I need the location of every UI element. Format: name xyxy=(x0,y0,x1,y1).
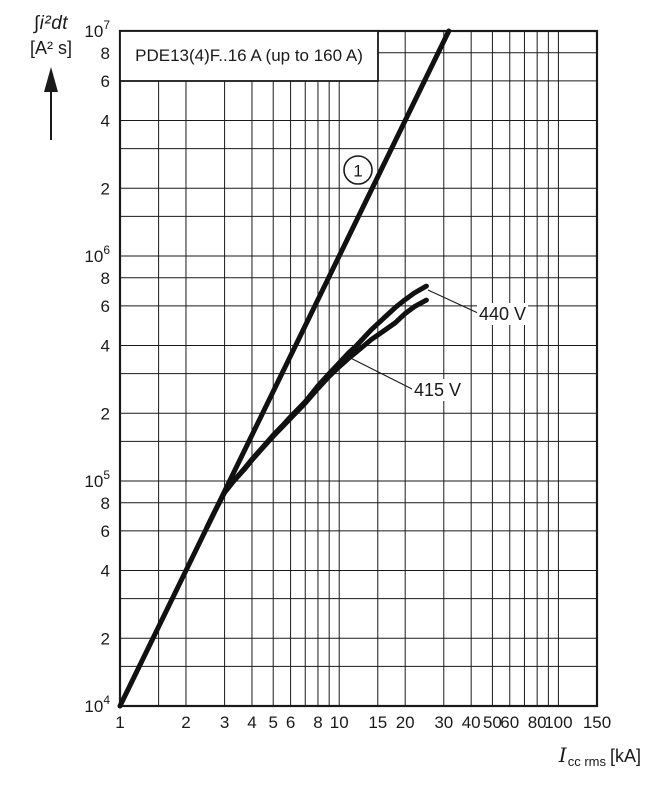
y-tick-label: 8 xyxy=(101,44,110,63)
x-tick-label: 80 xyxy=(528,713,547,732)
x-tick-label: 100 xyxy=(544,713,572,732)
y-tick-label: 106 xyxy=(84,243,110,266)
curve-label-440v: 440 V xyxy=(477,303,529,325)
curve1-circle-icon xyxy=(343,155,373,185)
curve-415v xyxy=(204,297,429,530)
y-tick-label: 2 xyxy=(101,179,110,198)
x-tick-label: 5 xyxy=(268,713,277,732)
x-axis-symbol: I xyxy=(558,743,567,767)
x-tick-label: 50 xyxy=(483,713,502,732)
x-tick-label: 40 xyxy=(462,713,481,732)
x-tick-label: 30 xyxy=(434,713,453,732)
x-axis-title: Icc rms [kA] xyxy=(558,743,641,769)
y-tick-label: 105 xyxy=(84,468,110,491)
leader-line-415v xyxy=(348,356,415,391)
y-tick-label: 2 xyxy=(101,629,110,648)
x-tick-label: 10 xyxy=(330,713,349,732)
x-tick-label: 8 xyxy=(313,713,322,732)
up-arrow-icon xyxy=(44,67,58,140)
x-tick-label: 20 xyxy=(396,713,415,732)
x-tick-label: 2 xyxy=(181,713,190,732)
y-tick-label: 107 xyxy=(84,18,110,41)
y-tick-label: 8 xyxy=(101,494,110,513)
leader-line-440v xyxy=(427,289,481,315)
curve-prospective-i2t xyxy=(117,28,452,709)
y-tick-label: 6 xyxy=(101,297,110,316)
x-tick-label: 1 xyxy=(115,713,124,732)
device-title-box xyxy=(119,30,379,82)
y-tick-label: 4 xyxy=(101,562,110,581)
y-axis-title-formula: ∫i²dt xyxy=(33,13,69,34)
x-tick-label: 60 xyxy=(500,713,519,732)
curve-label-415v: 415 V xyxy=(412,379,464,401)
y-tick-label: 6 xyxy=(101,72,110,91)
x-tick-label: 150 xyxy=(583,713,611,732)
y-tick-label: 8 xyxy=(101,269,110,288)
grid xyxy=(119,30,598,707)
up-arrow-head xyxy=(44,67,58,92)
y-tick-label: 6 xyxy=(101,522,110,541)
plot-border xyxy=(118,29,599,708)
y-axis-title-unit: [A² s] xyxy=(29,38,72,58)
x-tick-label: 15 xyxy=(368,713,387,732)
up-arrow-tail xyxy=(50,92,52,140)
device-title-label: PDE13(4)F..16 A (up to 160 A) xyxy=(135,46,363,65)
y-tick-label: 4 xyxy=(101,112,110,131)
x-tick-label: 3 xyxy=(220,713,229,732)
y-axis-title: ∫i²dt [A² s] xyxy=(14,13,88,140)
curve1-number: 1 xyxy=(353,162,362,181)
x-axis-unit: [kA] xyxy=(609,746,641,766)
y-tick-label: 104 xyxy=(84,693,110,716)
x-tick-label: 4 xyxy=(247,713,256,732)
x-axis-subscript: cc rms xyxy=(567,754,606,769)
y-tick-label: 4 xyxy=(101,337,110,356)
x-tick-label: 6 xyxy=(286,713,295,732)
y-tick-label: 2 xyxy=(101,404,110,423)
